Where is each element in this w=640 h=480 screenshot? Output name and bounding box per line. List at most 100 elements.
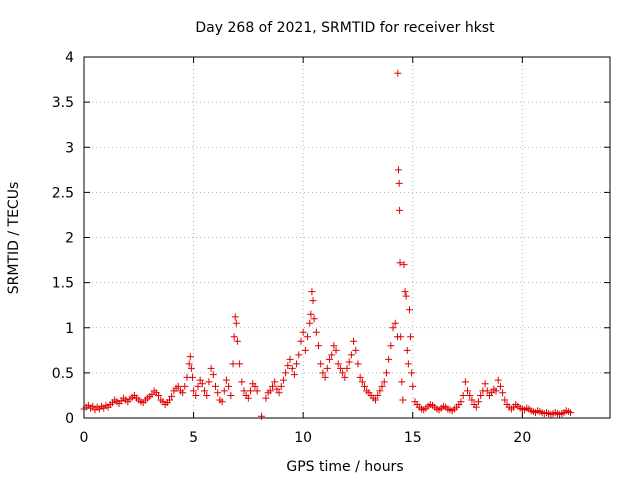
y-tick-label: 2	[65, 231, 74, 247]
data-point	[307, 310, 315, 318]
data-point	[203, 391, 211, 399]
data-point	[361, 382, 369, 390]
data-point	[192, 391, 200, 399]
data-point	[205, 378, 213, 386]
data-point	[483, 387, 491, 395]
x-tick-label: 20	[513, 430, 531, 446]
data-point	[212, 382, 219, 390]
y-tick-label: 2.5	[52, 185, 74, 201]
data-point	[466, 391, 474, 399]
data-point	[409, 382, 417, 390]
y-axis-label: SRMTID / TECUs	[6, 182, 22, 295]
data-point	[488, 389, 496, 397]
data-point	[196, 376, 204, 384]
data-point	[339, 369, 347, 377]
data-point	[380, 378, 388, 386]
data-point	[395, 166, 403, 174]
y-tick-label: 0.5	[52, 366, 74, 382]
data-point	[273, 385, 281, 393]
data-point	[271, 378, 279, 386]
data-point	[306, 319, 314, 327]
plot-frame	[83, 56, 611, 419]
data-point	[312, 328, 320, 336]
data-point	[387, 342, 395, 350]
data-point	[233, 337, 241, 345]
data-point	[304, 333, 312, 341]
data-point	[308, 288, 316, 296]
data-point	[350, 337, 358, 345]
data-point	[251, 382, 259, 390]
chart-title: Day 268 of 2021, SRMTID for receiver hks…	[195, 20, 495, 36]
data-point	[343, 364, 351, 372]
data-point	[220, 387, 228, 395]
data-point	[168, 392, 176, 400]
data-point	[244, 394, 252, 402]
x-axis-label: GPS time / hours	[286, 459, 403, 475]
data-point	[396, 259, 404, 267]
data-point	[277, 382, 285, 390]
x-tick-label: 10	[294, 430, 312, 446]
data-point	[148, 391, 156, 399]
data-point	[477, 391, 485, 399]
data-point	[374, 391, 382, 399]
data-point	[275, 389, 283, 397]
data-points	[80, 69, 575, 420]
data-point	[207, 364, 215, 372]
data-point	[468, 396, 476, 404]
data-point	[231, 313, 239, 321]
data-point	[185, 360, 193, 368]
data-point	[299, 328, 307, 336]
y-tick-label: 3	[65, 140, 74, 156]
data-point	[288, 364, 296, 372]
data-point	[179, 389, 187, 397]
data-point	[187, 364, 195, 372]
data-point	[567, 409, 575, 417]
data-point	[382, 369, 390, 377]
data-point	[371, 396, 379, 404]
data-point	[391, 319, 399, 327]
data-point	[399, 396, 407, 404]
data-point	[238, 378, 246, 386]
data-point	[405, 306, 413, 314]
data-point	[155, 391, 163, 399]
data-point	[376, 387, 384, 395]
data-point	[397, 333, 405, 341]
data-point	[464, 387, 472, 395]
data-point	[258, 412, 266, 420]
data-point	[247, 387, 255, 395]
data-point	[279, 376, 287, 384]
x-tick-label: 15	[404, 430, 422, 446]
data-point	[395, 179, 403, 187]
data-point	[501, 396, 509, 404]
data-point	[461, 378, 469, 386]
y-tick-label: 1	[65, 321, 74, 337]
data-point	[389, 324, 397, 332]
data-point	[347, 351, 355, 359]
data-point	[321, 373, 329, 381]
data-point	[328, 351, 336, 359]
y-tick-label: 0	[65, 411, 74, 427]
data-point	[459, 391, 467, 399]
data-point	[230, 333, 238, 341]
data-point	[402, 292, 410, 300]
data-point	[341, 373, 349, 381]
data-point	[319, 369, 327, 377]
data-point	[330, 342, 338, 350]
data-point	[323, 364, 331, 372]
data-point	[325, 355, 333, 363]
data-point	[332, 346, 340, 354]
data-point	[336, 364, 344, 372]
data-point	[89, 402, 97, 410]
data-point	[236, 360, 244, 368]
data-point	[301, 346, 309, 354]
data-point	[253, 387, 261, 395]
data-point	[266, 387, 274, 395]
y-tick-label: 4	[65, 50, 74, 66]
y-tick-label: 3.5	[52, 95, 74, 111]
data-point	[188, 373, 196, 381]
data-point	[492, 387, 500, 395]
data-point	[194, 382, 202, 390]
data-point	[232, 319, 240, 327]
data-point	[181, 382, 189, 390]
